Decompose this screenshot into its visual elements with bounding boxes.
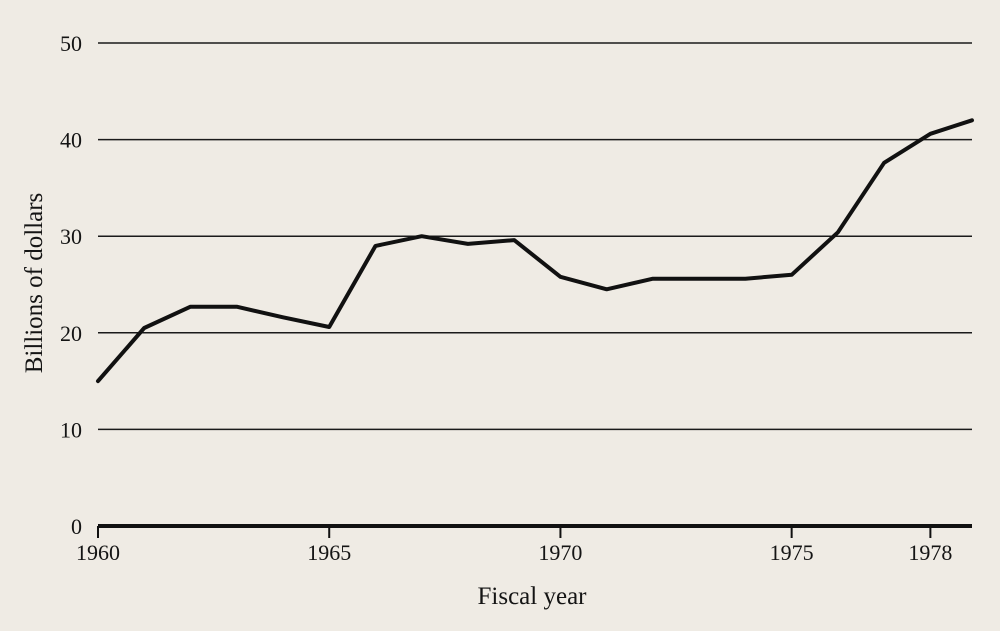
gridlines	[98, 42, 972, 431]
x-tick-marks	[97, 526, 932, 538]
y-tick-label: 50	[60, 31, 82, 56]
y-tick-label: 20	[60, 321, 82, 346]
y-axis-title: Billions of dollars	[21, 193, 48, 374]
y-tick-labels: 0 10 20 30 40 50	[60, 31, 82, 539]
y-tick-label: 10	[60, 417, 82, 442]
x-tick-label: 1975	[770, 540, 814, 565]
y-tick-label: 30	[60, 224, 82, 249]
x-tick-label: 1970	[538, 540, 582, 565]
x-tick-labels: 1960 1965 1970 1975 1978	[76, 540, 952, 565]
x-tick-label: 1965	[307, 540, 351, 565]
x-tick-label: 1960	[76, 540, 120, 565]
y-tick-label: 0	[71, 514, 82, 539]
series-line	[96, 118, 974, 384]
x-axis-title: Fiscal year	[478, 583, 588, 610]
x-tick-label: 1978	[908, 540, 952, 565]
y-tick-label: 40	[60, 128, 82, 153]
